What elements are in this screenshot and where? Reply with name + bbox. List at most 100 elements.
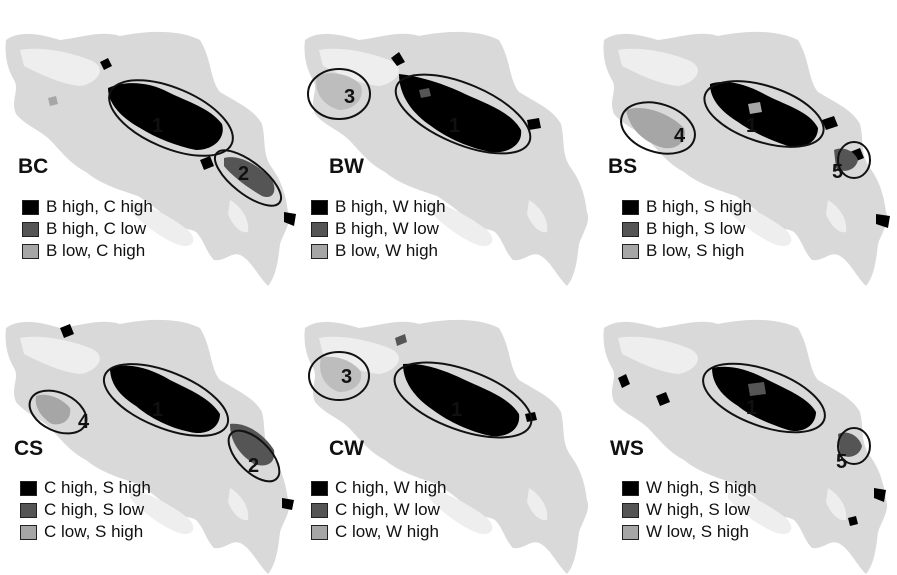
legend-label: B high, W low: [335, 219, 439, 238]
panel-bw: 3 1 BW B high, W high B high, W low B lo…: [299, 0, 598, 287]
legend-swatch: [622, 524, 639, 540]
zone-number: 1: [152, 115, 163, 137]
legend-label: C high, S high: [44, 478, 151, 497]
zone-ellipse: [620, 101, 696, 155]
legend: B high, C high B high, C low B low, C hi…: [22, 196, 153, 262]
legend-item: B high, C high: [22, 196, 153, 218]
legend-swatch: [20, 480, 37, 496]
zone-number: 1: [152, 399, 163, 421]
map-bs: 4 1 5: [603, 31, 890, 287]
legend: B high, S high B high, S low B low, S hi…: [622, 196, 752, 262]
legend-item: W high, S high: [622, 477, 757, 499]
legend-label: B high, S low: [646, 219, 746, 238]
zone-ellipse: [108, 79, 234, 157]
zone-number: 3: [344, 86, 355, 108]
legend-label: C low, W high: [335, 522, 439, 541]
panel-bs: 4 1 5 BS B high, S high B high, S low B …: [598, 0, 897, 287]
legend: C high, W high C high, W low C low, W hi…: [311, 477, 447, 543]
legend: W high, S high W high, S low W low, S hi…: [622, 477, 757, 543]
legend-item: B high, C low: [22, 218, 153, 240]
panel-code: CS: [14, 437, 44, 460]
legend-item: C high, W low: [311, 499, 447, 521]
zone-number: 2: [248, 455, 259, 477]
legend-label: C high, W high: [335, 478, 447, 497]
zone-number: 4: [674, 125, 686, 147]
legend-item: B low, W high: [311, 240, 446, 262]
panel-cw: 3 1 CW C high, W high C high, W low C lo…: [299, 288, 598, 575]
zone-number: 1: [746, 397, 757, 419]
legend-swatch: [311, 221, 328, 237]
zone-number: 1: [449, 115, 460, 137]
legend-item: C low, S high: [20, 521, 151, 543]
legend-label: B high, S high: [646, 197, 752, 216]
legend-item: B high, S low: [622, 218, 752, 240]
panel-bc: 1 2 BC B high, C high B high, C low B lo…: [0, 0, 299, 287]
legend-swatch: [311, 199, 328, 215]
legend-label: W low, S high: [646, 522, 749, 541]
legend-label: W high, S low: [646, 500, 750, 519]
legend-item: B low, S high: [622, 240, 752, 262]
panel-code: WS: [610, 437, 644, 460]
panel-code: BW: [329, 155, 364, 178]
zone-number: 4: [78, 411, 90, 433]
zone-ellipse: [308, 351, 370, 401]
zone-number: 5: [832, 161, 843, 183]
zone-number: 2: [238, 163, 249, 185]
legend-swatch: [311, 480, 328, 496]
legend-swatch: [311, 243, 328, 259]
legend-item: C high, S high: [20, 477, 151, 499]
legend-swatch: [622, 480, 639, 496]
zone-ellipse: [227, 429, 281, 483]
zone-ellipse: [28, 389, 88, 435]
legend-label: C high, W low: [335, 500, 440, 519]
zone-number: 3: [341, 366, 352, 388]
map-ws: 1 5: [603, 319, 888, 574]
zone-number: 5: [836, 451, 847, 473]
legend-item: C high, W high: [311, 477, 447, 499]
legend-label: B low, S high: [646, 241, 745, 260]
map-bc: 1 2: [5, 31, 296, 287]
legend: C high, S high C high, S low C low, S hi…: [20, 477, 151, 543]
panel-code: BC: [18, 155, 49, 178]
legend-label: B high, C high: [46, 197, 153, 216]
legend-swatch: [20, 524, 37, 540]
map-cw: 3 1: [304, 319, 589, 574]
legend-swatch: [622, 221, 639, 237]
legend-label: W high, S high: [646, 478, 757, 497]
legend-label: B high, C low: [46, 219, 147, 238]
zone-number: 1: [451, 399, 462, 421]
zone-ellipse: [102, 363, 230, 437]
map-bw: 3 1: [304, 31, 589, 287]
legend-swatch: [622, 243, 639, 259]
legend-swatch: [20, 502, 37, 518]
map-cs: 4 1 2: [5, 319, 294, 574]
zone-ellipse: [703, 80, 825, 148]
legend-swatch: [311, 502, 328, 518]
legend-label: B low, C high: [46, 241, 146, 260]
zone-ellipse: [307, 68, 371, 120]
panel-cs: 4 1 2 CS C high, S high C high, S low C …: [0, 288, 299, 575]
legend-item: W low, S high: [622, 521, 757, 543]
zone-ellipse: [213, 149, 283, 207]
legend-item: W high, S low: [622, 499, 757, 521]
legend-label: C high, S low: [44, 500, 145, 519]
panel-ws: 1 5 WS W high, S high W high, S low W lo…: [598, 288, 897, 575]
zone-ellipse: [394, 73, 532, 155]
legend-item: B high, W low: [311, 218, 446, 240]
legend-label: B low, W high: [335, 241, 438, 260]
legend-item: C low, W high: [311, 521, 447, 543]
legend-swatch: [22, 199, 39, 215]
legend: B high, W high B high, W low B low, W hi…: [311, 196, 446, 262]
zone-ellipse: [837, 141, 871, 179]
legend-item: B low, C high: [22, 240, 153, 262]
zone-number: 1: [746, 115, 757, 137]
legend-item: B high, S high: [622, 196, 752, 218]
legend-swatch: [22, 221, 39, 237]
legend-item: B high, W high: [311, 196, 446, 218]
panel-code: CW: [329, 437, 364, 460]
legend-swatch: [622, 199, 639, 215]
zone-ellipse: [837, 427, 871, 465]
legend-swatch: [622, 502, 639, 518]
zone-ellipse: [702, 362, 826, 434]
